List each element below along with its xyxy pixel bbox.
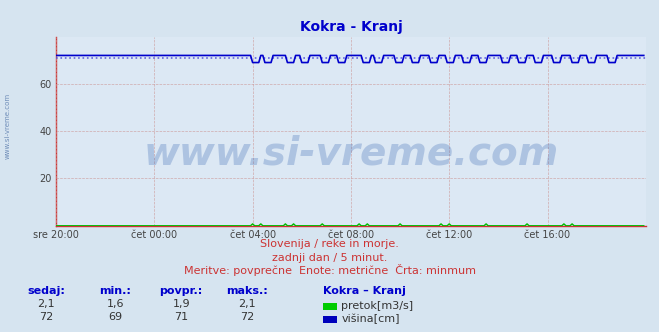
- Text: povpr.:: povpr.:: [159, 286, 203, 296]
- Text: www.si-vreme.com: www.si-vreme.com: [5, 93, 11, 159]
- Text: Meritve: povprečne  Enote: metrične  Črta: minmum: Meritve: povprečne Enote: metrične Črta:…: [183, 264, 476, 276]
- Text: 71: 71: [174, 312, 188, 322]
- Text: zadnji dan / 5 minut.: zadnji dan / 5 minut.: [272, 253, 387, 263]
- Text: pretok[m3/s]: pretok[m3/s]: [341, 301, 413, 311]
- Text: www.si-vreme.com: www.si-vreme.com: [143, 135, 559, 173]
- Text: min.:: min.:: [100, 286, 131, 296]
- Title: Kokra - Kranj: Kokra - Kranj: [300, 20, 402, 34]
- Text: 69: 69: [108, 312, 123, 322]
- Text: 72: 72: [39, 312, 53, 322]
- Text: sedaj:: sedaj:: [27, 286, 65, 296]
- Text: Kokra – Kranj: Kokra – Kranj: [323, 286, 406, 296]
- Text: 1,9: 1,9: [173, 299, 190, 309]
- Text: 2,1: 2,1: [38, 299, 55, 309]
- Text: 72: 72: [240, 312, 254, 322]
- Text: višina[cm]: višina[cm]: [341, 314, 400, 325]
- Text: Slovenija / reke in morje.: Slovenija / reke in morje.: [260, 239, 399, 249]
- Text: 2,1: 2,1: [239, 299, 256, 309]
- Text: maks.:: maks.:: [226, 286, 268, 296]
- Text: 1,6: 1,6: [107, 299, 124, 309]
